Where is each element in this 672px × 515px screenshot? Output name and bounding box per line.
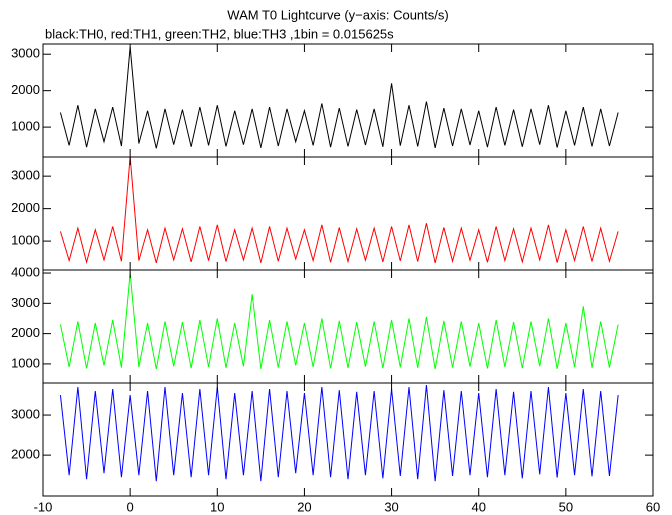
- y-tick-label: 3000: [11, 406, 40, 421]
- x-tick-label: 0: [127, 499, 134, 514]
- chart-title: WAM T0 Lightcurve (y−axis: Counts/s): [227, 7, 448, 22]
- x-tick-label: 50: [559, 499, 573, 514]
- y-tick-label: 1000: [11, 233, 40, 248]
- y-tick-label: 3000: [11, 168, 40, 183]
- chart-subtitle: black:TH0, red:TH1, green:TH2, blue:TH3 …: [45, 26, 394, 41]
- x-tick-label: 10: [210, 499, 224, 514]
- y-tick-label: 2000: [11, 447, 40, 462]
- x-tick-label: 20: [297, 499, 311, 514]
- x-tick-label: 60: [646, 499, 660, 514]
- y-tick-label: 4000: [11, 264, 40, 279]
- series-line: [59, 272, 619, 370]
- y-tick-label: 2000: [11, 82, 40, 97]
- y-tick-label: 3000: [11, 295, 40, 310]
- y-tick-label: 1000: [11, 119, 40, 134]
- y-tick-label: 2000: [11, 200, 40, 215]
- x-tick-label: 30: [384, 499, 398, 514]
- series-line: [59, 156, 619, 265]
- x-tick-label: 40: [471, 499, 485, 514]
- series-line: [59, 46, 619, 149]
- y-tick-label: 3000: [11, 46, 40, 61]
- y-tick-label: 2000: [11, 325, 40, 340]
- series-line: [59, 384, 619, 482]
- y-tick-label: 1000: [11, 355, 40, 370]
- x-tick-label: -10: [34, 499, 53, 514]
- panel-frame: [42, 382, 654, 497]
